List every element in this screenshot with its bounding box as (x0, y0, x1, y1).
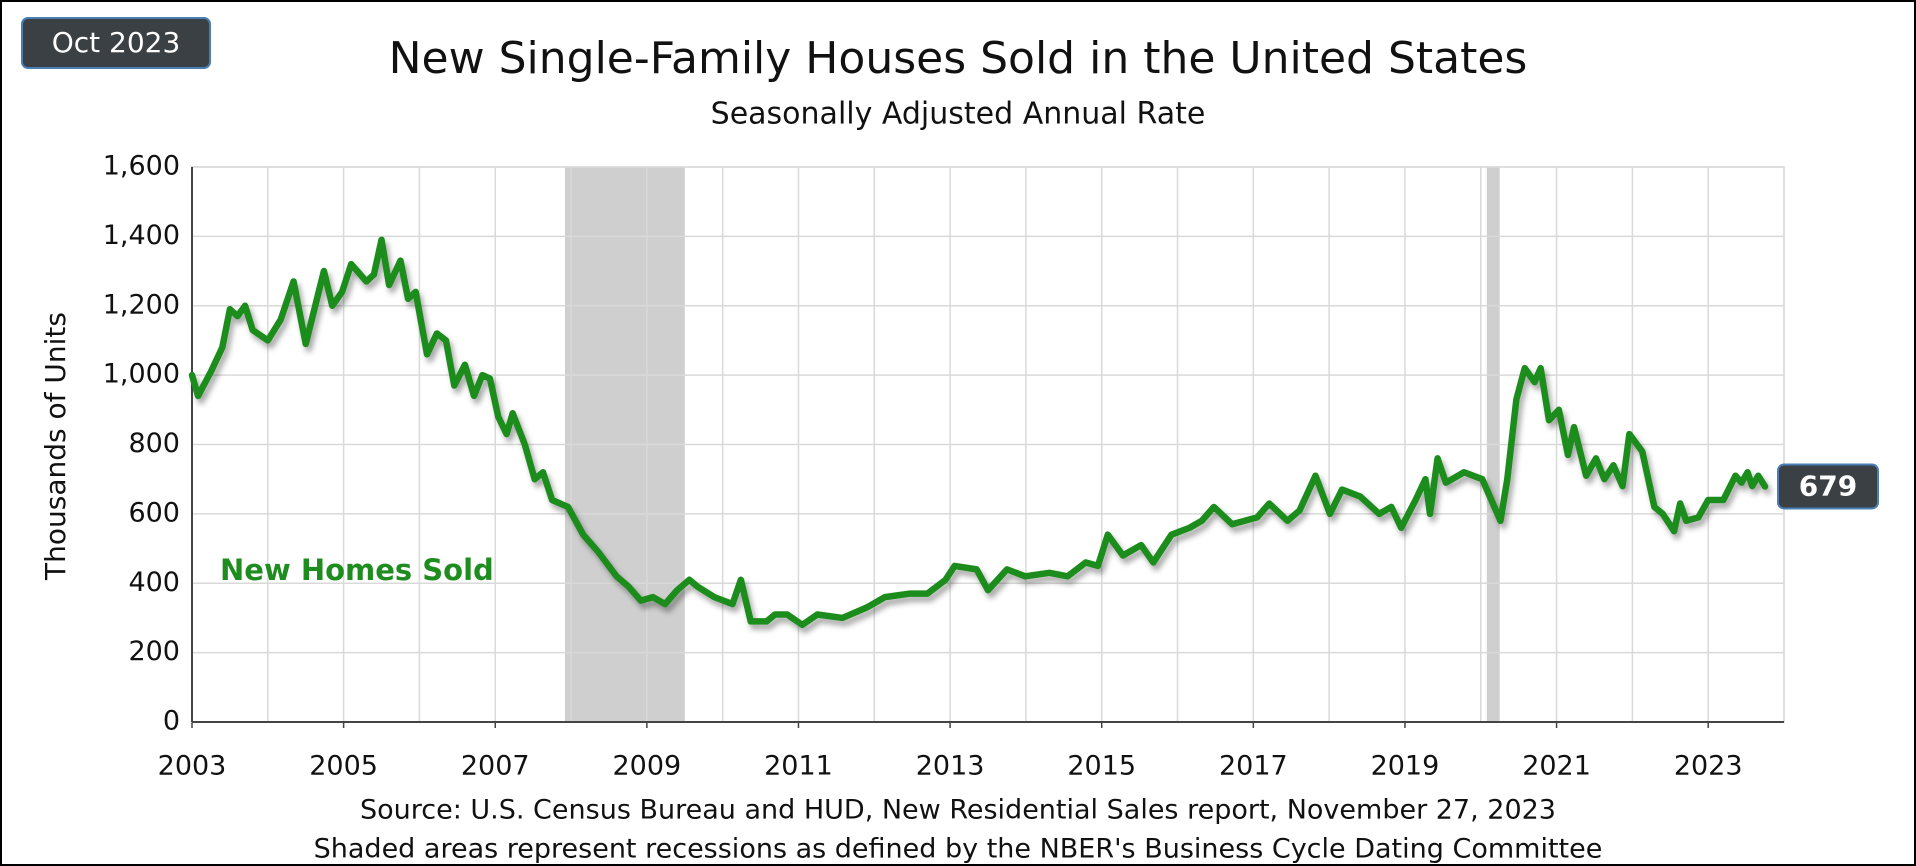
series-label: New Homes Sold (220, 553, 494, 587)
x-tick-label: 2019 (1371, 751, 1440, 782)
x-tick-label: 2023 (1674, 751, 1743, 782)
date-badge-text: Oct 2023 (52, 26, 181, 59)
y-tick-label: 400 (128, 567, 180, 598)
latest-value-label: 679 (1799, 469, 1857, 502)
y-tick-label: 1,200 (103, 289, 180, 320)
source-note: Source: U.S. Census Bureau and HUD, New … (360, 795, 1556, 826)
x-tick-label: 2015 (1067, 751, 1136, 782)
y-tick-label: 800 (128, 428, 180, 459)
x-tick-label: 2017 (1219, 751, 1288, 782)
chart-title: New Single-Family Houses Sold in the Uni… (389, 33, 1528, 84)
x-tick-label: 2005 (309, 751, 378, 782)
y-tick-label: 0 (163, 706, 180, 737)
x-tick-label: 2009 (612, 751, 681, 782)
x-tick-label: 2011 (764, 751, 833, 782)
x-tick-label: 2003 (158, 751, 227, 782)
latest-value-badge (1777, 463, 1879, 510)
y-tick-label: 1,600 (103, 151, 180, 182)
chart-subtitle: Seasonally Adjusted Annual Rate (711, 97, 1206, 132)
x-tick-label: 2007 (461, 751, 530, 782)
x-tick-label: 2021 (1522, 751, 1591, 782)
y-tick-label: 200 (128, 636, 180, 667)
y-axis-label: Thousands of Units (39, 312, 72, 581)
x-tick-label: 2013 (916, 751, 985, 782)
series-line (188, 236, 1769, 629)
y-tick-label: 1,000 (103, 359, 180, 390)
recession-note: Shaded areas represent recessions as def… (314, 834, 1603, 865)
y-tick-label: 1,400 (103, 220, 180, 251)
y-tick-label: 600 (128, 497, 180, 528)
date-badge (21, 17, 211, 69)
